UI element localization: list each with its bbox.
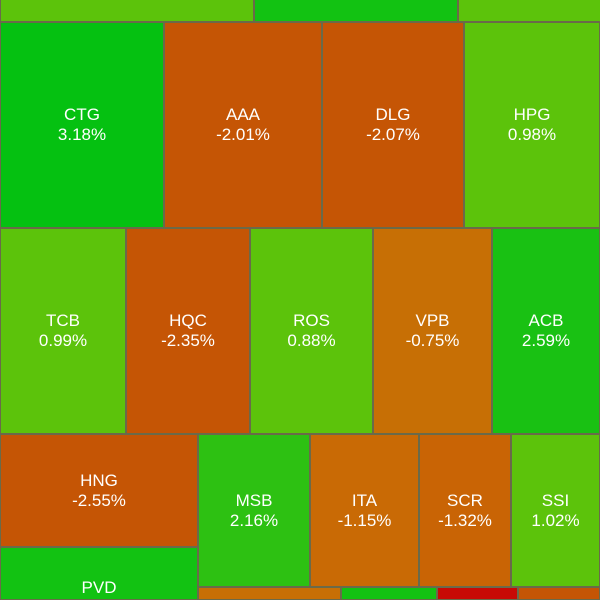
tile-change: -1.32%	[438, 510, 492, 530]
tile-symbol: ROS	[293, 311, 330, 330]
tile-change: -0.75%	[405, 331, 460, 350]
tile-hqc[interactable]: HQC -2.35%	[126, 228, 250, 434]
tile-partial-bottom-4[interactable]	[518, 587, 600, 600]
tile-partial-top-1[interactable]	[0, 0, 254, 22]
tile-symbol: HNG	[80, 470, 118, 490]
tile-change: 1.02%	[531, 510, 580, 530]
tile-symbol: HQC	[169, 311, 207, 330]
tile-ros[interactable]: ROS 0.88%	[250, 228, 373, 434]
tile-symbol: ACB	[528, 311, 564, 330]
tile-change: -2.35%	[161, 331, 215, 350]
tile-change: -2.07%	[366, 125, 420, 144]
tile-change: -2.55%	[72, 490, 126, 510]
tile-symbol: SSI	[541, 490, 570, 510]
tile-aaa[interactable]: AAA -2.01%	[164, 22, 322, 228]
tile-tcb[interactable]: TCB 0.99%	[0, 228, 126, 434]
tile-symbol: CTG	[64, 105, 100, 124]
tile-pvd[interactable]: PVD	[0, 547, 198, 600]
tile-partial-top-3[interactable]	[458, 0, 600, 22]
tile-change: 2.59%	[521, 331, 571, 350]
tile-partial-bottom-3[interactable]	[437, 587, 518, 600]
tile-partial-bottom-1[interactable]	[198, 587, 341, 600]
tile-ita[interactable]: ITA -1.15%	[310, 434, 419, 587]
tile-acb[interactable]: ACB 2.59%	[492, 228, 600, 434]
tile-partial-bottom-2[interactable]	[341, 587, 437, 600]
tile-scr[interactable]: SCR -1.32%	[419, 434, 511, 587]
tile-symbol: AAA	[225, 105, 261, 124]
tile-hpg[interactable]: HPG 0.98%	[464, 22, 600, 228]
tile-change: 3.18%	[57, 125, 107, 144]
tile-msb[interactable]: MSB 2.16%	[198, 434, 310, 587]
tile-ctg[interactable]: CTG 3.18%	[0, 22, 164, 228]
tile-symbol: ITA	[351, 490, 378, 510]
tile-dlg[interactable]: DLG -2.07%	[322, 22, 464, 228]
tile-change: -1.15%	[337, 510, 392, 530]
tile-vpb[interactable]: VPB -0.75%	[373, 228, 492, 434]
tile-symbol: TCB	[46, 311, 80, 330]
tile-change: 2.16%	[229, 510, 279, 530]
tile-change: -2.01%	[216, 125, 270, 144]
tile-symbol: MSB	[235, 490, 273, 510]
tile-change: 0.88%	[287, 331, 336, 350]
tile-symbol: SCR	[447, 490, 483, 510]
tile-change: 0.99%	[38, 331, 88, 350]
tile-partial-top-2[interactable]	[254, 0, 458, 22]
tile-symbol: DLG	[375, 105, 411, 124]
tile-ssi[interactable]: SSI 1.02%	[511, 434, 600, 587]
tile-symbol: VPB	[415, 311, 450, 330]
tile-symbol: HPG	[513, 105, 551, 124]
tile-change: 0.98%	[507, 125, 557, 144]
tile-symbol: PVD	[81, 578, 117, 597]
tile-hng[interactable]: HNG -2.55%	[0, 434, 198, 547]
